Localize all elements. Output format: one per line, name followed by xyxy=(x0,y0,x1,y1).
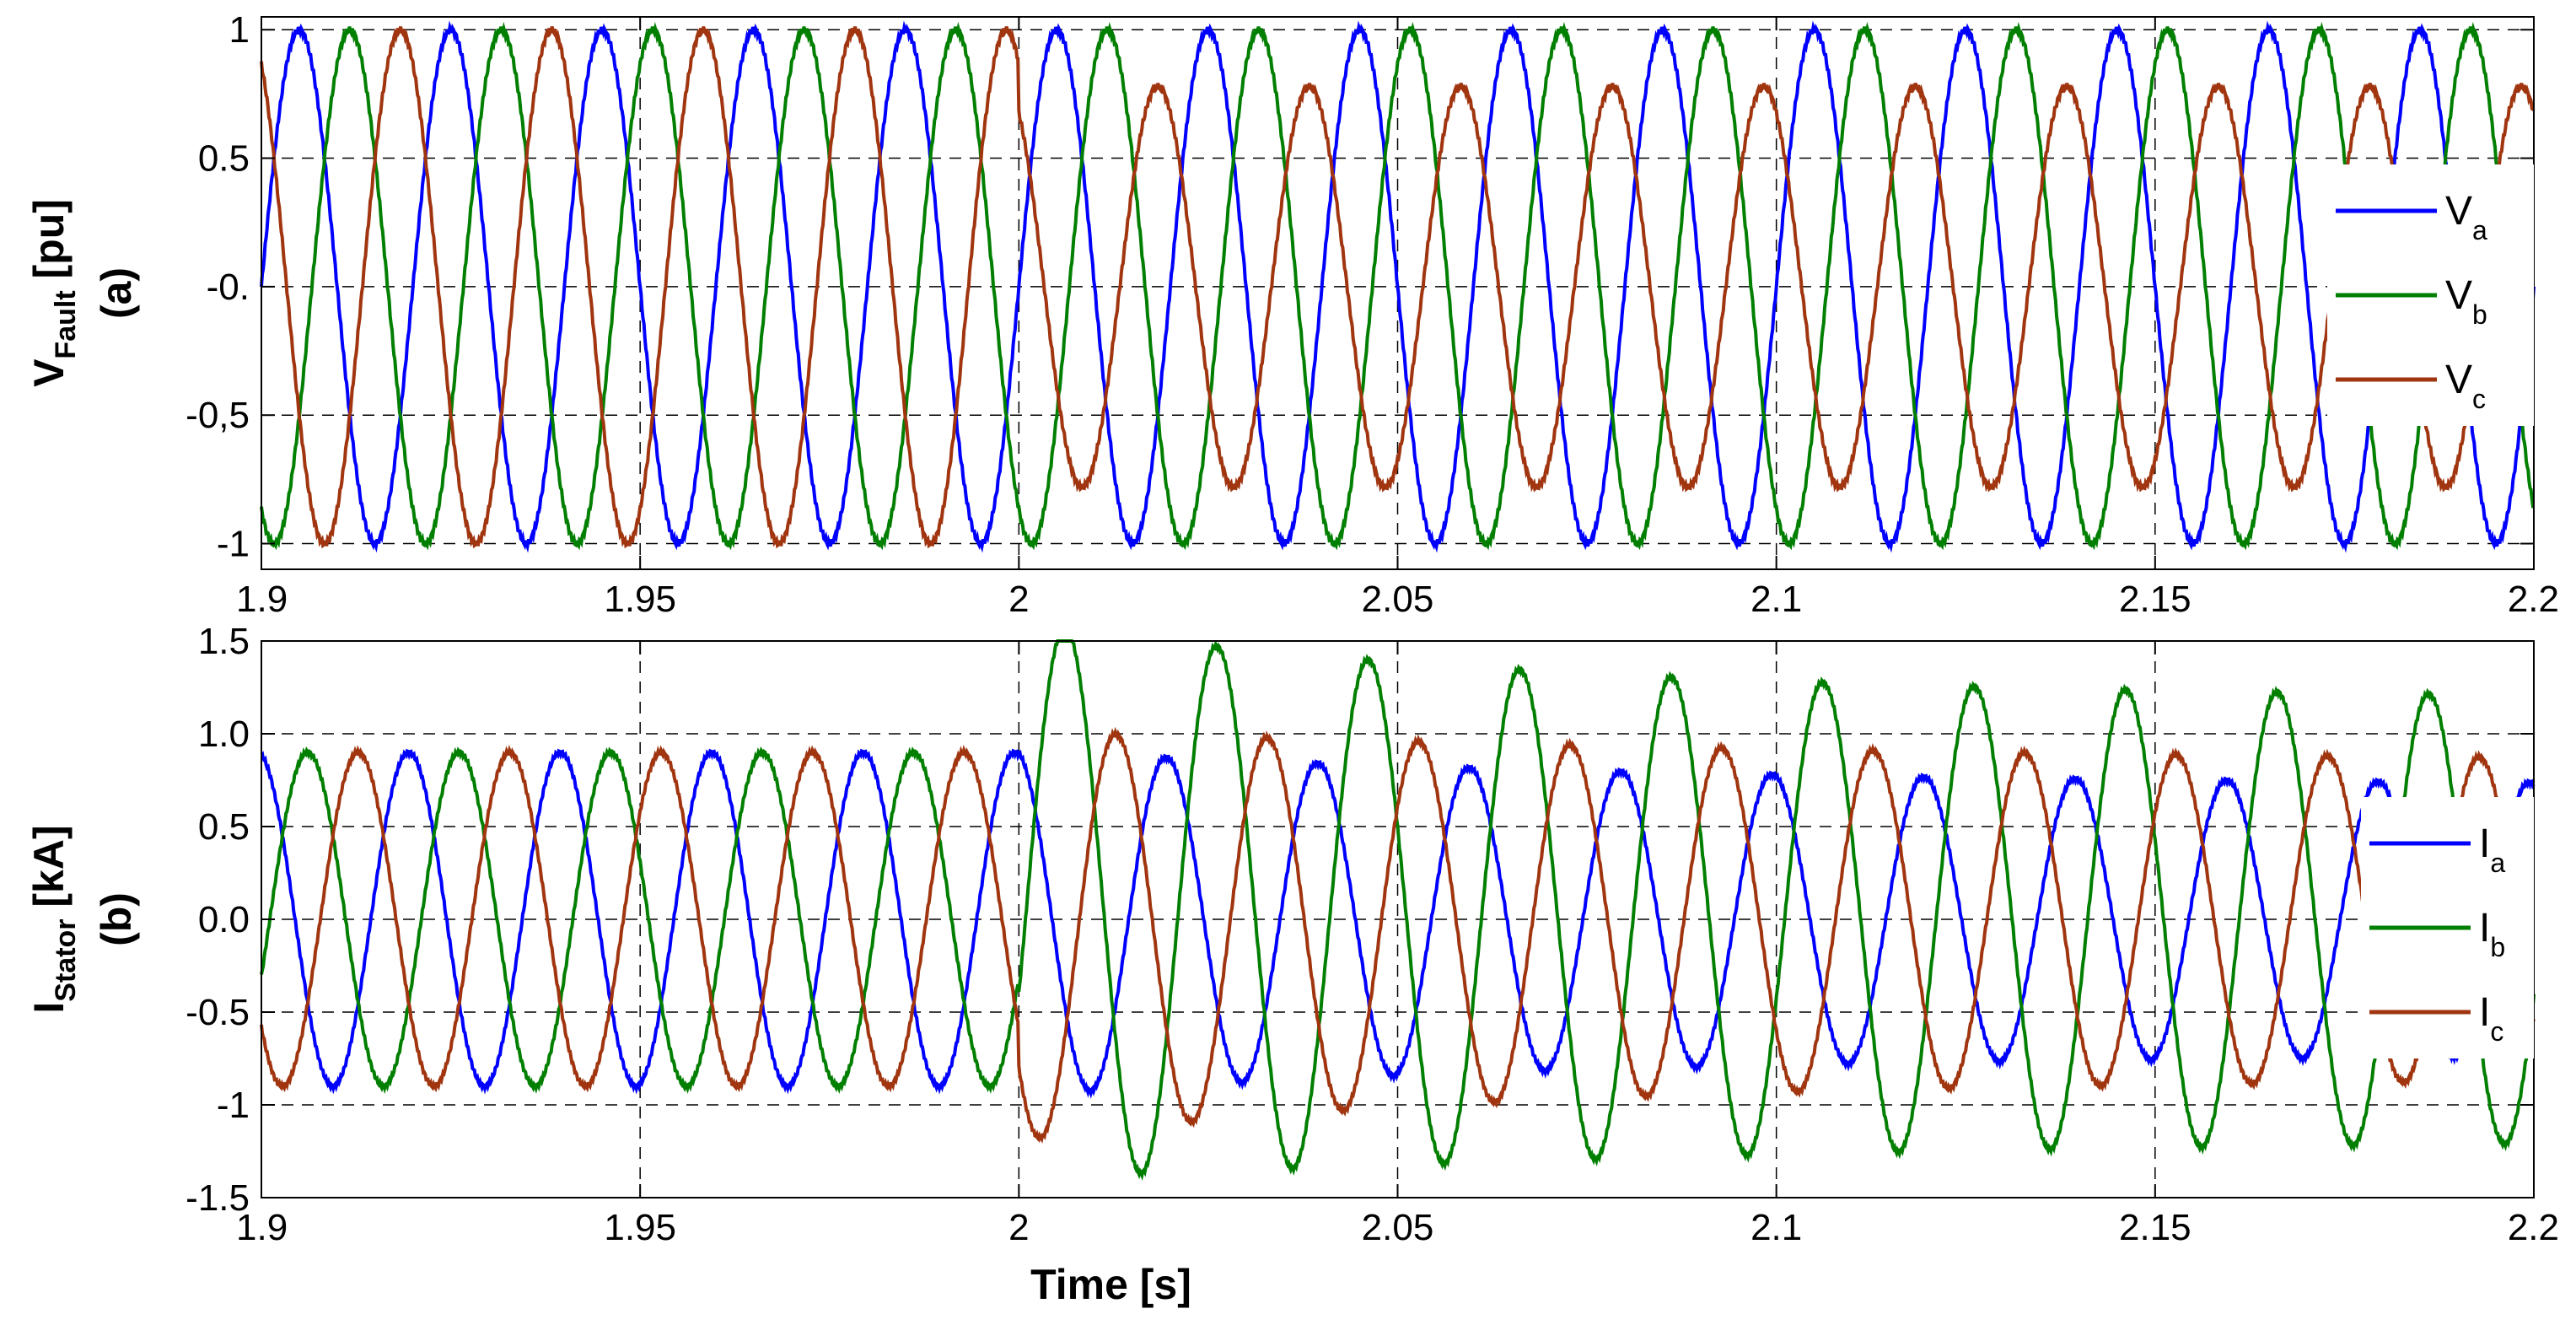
x-tick-label: 2 xyxy=(1008,579,1029,620)
series-lines-a xyxy=(260,20,2536,553)
series-line-ia xyxy=(260,748,2536,1099)
y-tick-label: -0,5 xyxy=(186,395,250,436)
y-tick-label: -1 xyxy=(217,1085,250,1126)
x-tick-label: 2.05 xyxy=(1362,1207,1434,1248)
x-tick-label: 2.1 xyxy=(1750,1207,1802,1248)
legend-a: Va Vb Vc xyxy=(2327,164,2534,426)
tick-marks-a xyxy=(261,17,2535,569)
x-tick-label: 2.05 xyxy=(1362,579,1434,620)
series-line-ic xyxy=(260,726,2536,1144)
x-tick-label: 2.2 xyxy=(2508,579,2559,620)
y-tick-label: 1 xyxy=(229,9,250,51)
y-tick-label: -1 xyxy=(217,524,250,565)
legend-label: Ia xyxy=(2479,821,2505,878)
series-lines-b xyxy=(260,639,2536,1181)
x-tick-label: 2.2 xyxy=(2508,1207,2559,1248)
x-tick-label: 1.95 xyxy=(604,1207,676,1248)
x-tick-label: 2 xyxy=(1008,1207,1029,1248)
x-tick-label: 2.15 xyxy=(2119,1207,2191,1248)
x-tick-label: 1.9 xyxy=(236,1207,288,1248)
legend-label: Ib xyxy=(2479,906,2505,962)
chart-panel-a: 1 0.5 -0. -0,5 -1 1.9 1.95 2 2.05 2.1 2.15 2.2 VFa… xyxy=(25,9,2559,620)
series-line-vc xyxy=(260,26,2536,549)
y-tick-label: 1.5 xyxy=(198,621,250,662)
y-tick-labels-b: 1.5 1.0 0.5 0.0 -0.5 -1 -1.5 xyxy=(186,621,250,1219)
x-axis-title: Time [s] xyxy=(1030,1261,1191,1308)
y-tick-label: 0.0 xyxy=(198,899,250,940)
series-line-ib xyxy=(260,639,2536,1181)
y-axis-title: IStator [kA] xyxy=(25,825,82,1013)
y-tick-labels-a: 1 0.5 -0. -0,5 -1 xyxy=(186,9,250,564)
chart-panel-b: 1.5 1.0 0.5 0.0 -0.5 -1 -1.5 1.9 1.95 2 2.05 2.1 2.… xyxy=(25,621,2559,1308)
y-tick-label: 0.5 xyxy=(198,138,250,180)
legend-label: Va xyxy=(2445,189,2487,245)
y-axis-title: VFault [pu] xyxy=(25,199,82,387)
panel-label: (a) xyxy=(93,267,140,319)
legend-label: Vb xyxy=(2445,273,2487,330)
legend-label: Ic xyxy=(2479,990,2503,1047)
x-tick-label: 2.15 xyxy=(2119,579,2191,620)
panel-label: (b) xyxy=(93,892,140,946)
x-tick-label: 2.1 xyxy=(1750,579,1802,620)
x-tick-label: 1.95 xyxy=(604,579,676,620)
y-axis-title-a: VFault [pu](a) xyxy=(25,199,140,387)
y-tick-label: 0.5 xyxy=(198,806,250,848)
y-axis-title-b: IStator [kA](b) xyxy=(25,825,140,1013)
y-tick-label: 1.0 xyxy=(198,714,250,755)
legend-label: Vc xyxy=(2445,358,2486,414)
legend-b: Ia Ib Ic xyxy=(2361,797,2534,1058)
x-tick-labels-b: 1.9 1.95 2 2.05 2.1 2.15 2.2 xyxy=(236,1207,2559,1248)
y-tick-label: -0.5 xyxy=(186,992,250,1033)
x-tick-label: 1.9 xyxy=(236,579,288,620)
x-tick-labels-a: 1.9 1.95 2 2.05 2.1 2.15 2.2 xyxy=(236,579,2559,620)
series-line-va xyxy=(260,20,2536,553)
y-tick-label: -1.5 xyxy=(186,1177,250,1219)
y-tick-label: -0. xyxy=(207,267,250,308)
series-line-vb xyxy=(260,21,2535,551)
